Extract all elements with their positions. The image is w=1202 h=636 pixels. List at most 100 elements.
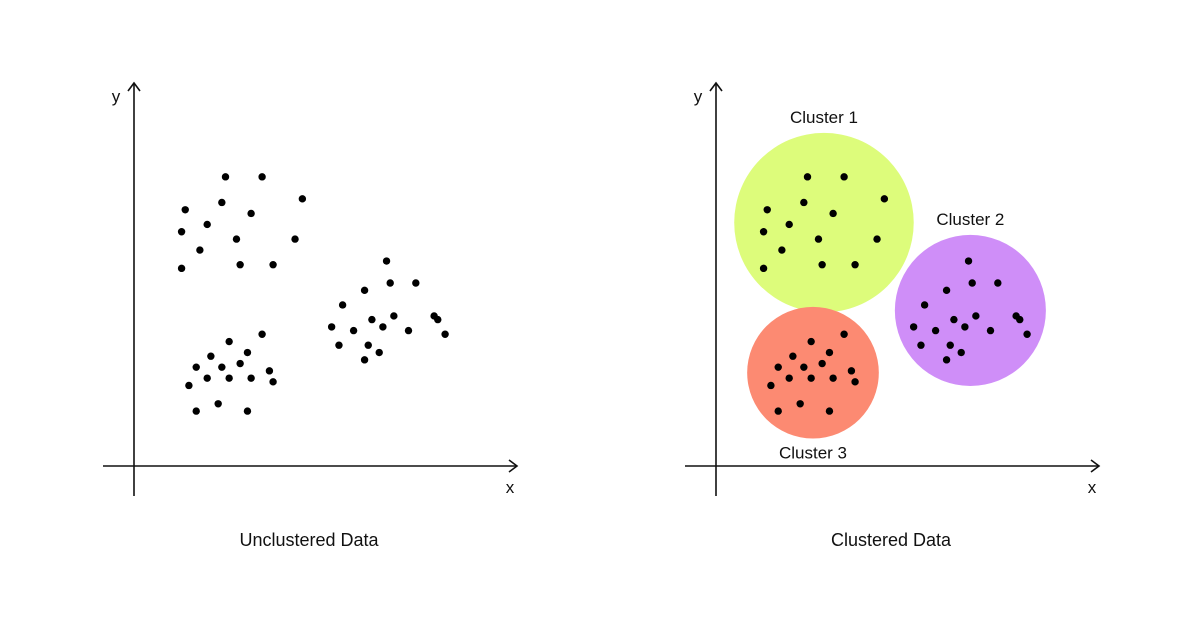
cluster-region-2 xyxy=(894,234,1046,386)
data-point xyxy=(218,198,226,207)
data-point xyxy=(785,374,793,382)
data-point xyxy=(375,348,383,357)
data-point xyxy=(192,363,200,371)
data-point xyxy=(942,356,951,364)
data-point xyxy=(917,341,925,349)
data-point xyxy=(851,378,859,386)
data-point xyxy=(814,235,823,243)
data-point xyxy=(379,323,387,331)
data-point xyxy=(961,323,969,331)
data-point xyxy=(327,323,336,331)
data-point xyxy=(214,400,222,408)
cluster-label-3: Cluster 3 xyxy=(779,443,847,462)
data-point xyxy=(258,330,266,338)
unclustered-panel: y x Unclustered Data xyxy=(103,81,519,550)
data-point xyxy=(800,363,808,371)
data-point xyxy=(840,173,848,181)
data-point xyxy=(763,206,771,214)
data-point xyxy=(404,326,413,335)
data-point xyxy=(968,279,976,287)
data-point xyxy=(291,235,299,243)
data-point xyxy=(364,341,372,349)
data-point xyxy=(192,407,200,415)
data-point xyxy=(931,326,940,335)
chart-title: Unclustered Data xyxy=(239,530,379,550)
data-point xyxy=(789,352,797,360)
data-point xyxy=(807,374,815,382)
y-axis-label: y xyxy=(694,87,703,106)
data-point xyxy=(412,279,420,287)
data-point xyxy=(258,173,266,181)
data-point xyxy=(759,228,768,236)
data-point xyxy=(803,173,812,181)
data-point xyxy=(360,286,369,295)
data-point xyxy=(880,195,889,203)
data-point xyxy=(243,348,252,357)
data-point xyxy=(759,264,768,273)
y-axis-arrow xyxy=(709,81,723,92)
y-axis-label: y xyxy=(112,87,121,106)
data-point xyxy=(829,209,837,218)
data-point xyxy=(181,206,189,214)
data-point xyxy=(265,367,274,375)
data-point xyxy=(269,261,277,269)
x-axis-label: x xyxy=(506,478,515,497)
data-point xyxy=(957,348,965,357)
data-point xyxy=(1023,330,1031,338)
data-point xyxy=(807,337,815,346)
chart-title: Clustered Data xyxy=(831,530,952,550)
data-point xyxy=(335,341,343,349)
clustered-panel: Cluster 1 Cluster 2 Cluster 3 y x Clustere… xyxy=(685,81,1101,550)
cluster-label-2: Cluster 2 xyxy=(936,210,1004,229)
data-point xyxy=(185,381,193,390)
data-point xyxy=(390,312,398,320)
data-point xyxy=(225,374,233,382)
data-point xyxy=(946,341,954,349)
data-point xyxy=(972,312,980,320)
data-point xyxy=(232,235,241,243)
data-point xyxy=(207,352,215,360)
data-point xyxy=(177,228,186,236)
data-point xyxy=(386,279,394,287)
data-point xyxy=(218,363,226,371)
data-point xyxy=(247,209,255,218)
data-point xyxy=(225,337,233,346)
data-point xyxy=(269,378,277,386)
data-point xyxy=(368,315,376,324)
cluster-label-1: Cluster 1 xyxy=(790,108,858,127)
data-point xyxy=(221,173,230,181)
y-axis-arrow xyxy=(127,81,141,92)
data-point xyxy=(994,279,1002,287)
data-point xyxy=(818,261,826,269)
data-point xyxy=(236,359,244,368)
data-point xyxy=(203,374,211,382)
data-point xyxy=(774,363,782,371)
data-point xyxy=(825,348,834,357)
data-point xyxy=(825,407,834,415)
data-point xyxy=(785,220,793,229)
data-point xyxy=(796,400,804,408)
x-axis-arrow xyxy=(508,459,519,473)
x-axis-arrow xyxy=(1090,459,1101,473)
cluster-region-1 xyxy=(734,132,914,313)
data-point xyxy=(196,246,204,254)
data-point xyxy=(818,359,826,368)
data-point xyxy=(829,374,837,382)
data-point xyxy=(298,195,307,203)
cluster-region-3 xyxy=(747,306,879,439)
data-point xyxy=(1016,315,1024,324)
data-point xyxy=(441,330,449,338)
data-point xyxy=(950,315,958,324)
data-point xyxy=(177,264,186,273)
data-point xyxy=(851,261,859,269)
data-point xyxy=(778,246,786,254)
data-point xyxy=(840,330,848,338)
data-point xyxy=(847,367,856,375)
data-point xyxy=(942,286,951,295)
data-point xyxy=(243,407,252,415)
data-point xyxy=(360,356,369,364)
data-point xyxy=(382,257,391,265)
data-point xyxy=(873,235,881,243)
data-point xyxy=(774,407,782,415)
